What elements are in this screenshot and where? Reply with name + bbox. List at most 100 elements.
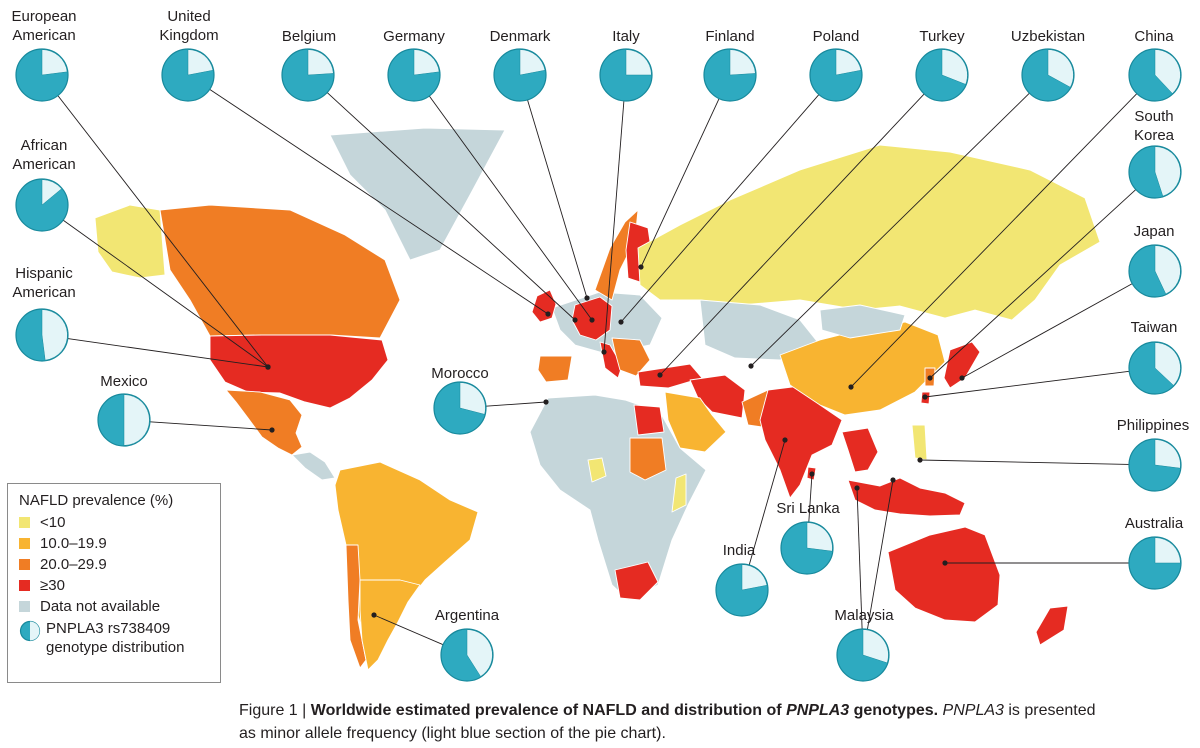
legend-label-ge30: ≥30 bbox=[40, 577, 65, 594]
pie-label-poland: Poland bbox=[813, 28, 860, 45]
leader-dot-uzbekistan bbox=[748, 363, 754, 369]
pie-european-american: European American bbox=[11, 8, 77, 102]
leader-line-south-korea bbox=[929, 189, 1137, 379]
pie-minor-slice-india bbox=[741, 564, 768, 591]
legend-swatch-lt10 bbox=[19, 517, 30, 528]
pie-italy: Italy bbox=[599, 28, 653, 102]
pie-label-line-italy: Italy bbox=[612, 28, 640, 45]
pie-label-line-china: China bbox=[1134, 28, 1174, 45]
pie-minor-slice-turkey bbox=[941, 49, 968, 85]
leader-dot-china bbox=[848, 384, 854, 390]
pie-label-south-korea: South Korea bbox=[1134, 108, 1175, 144]
pie-label-turkey: Turkey bbox=[919, 28, 965, 45]
region-mexico bbox=[225, 389, 303, 456]
pie-label-line-poland: Poland bbox=[813, 28, 860, 45]
pie-minor-slice-south-korea bbox=[1154, 146, 1181, 197]
region-somalia bbox=[671, 473, 687, 513]
leader-dot-germany bbox=[589, 317, 595, 323]
region-greenland bbox=[329, 127, 506, 261]
pie-label-united-kingdom: United Kingdom bbox=[159, 8, 218, 44]
pie-label-line-mexico: Mexico bbox=[100, 373, 148, 390]
pie-label-morocco: Morocco bbox=[431, 365, 489, 382]
leader-dot-japan bbox=[959, 375, 965, 381]
leader-line-germany bbox=[428, 95, 593, 321]
pie-minor-slice-african-american bbox=[41, 179, 62, 206]
caption-line2: as minor allele frequency (light blue se… bbox=[239, 725, 666, 742]
leader-line-malaysia bbox=[856, 487, 863, 630]
pie-label-argentina: Argentina bbox=[435, 607, 500, 624]
legend-label-20-29: 20.0–29.9 bbox=[40, 556, 107, 573]
leader-line-morocco bbox=[485, 401, 547, 407]
pie-sri-lanka: Sri Lanka bbox=[776, 500, 840, 575]
pie-minor-slice-sri-lanka bbox=[806, 522, 833, 552]
pie-label-line-denmark: Denmark bbox=[490, 28, 551, 45]
caption-title-gene: PNPLA3 bbox=[786, 702, 850, 719]
pie-label-line-united-kingdom: United bbox=[167, 8, 210, 25]
pie-denmark: Denmark bbox=[490, 28, 551, 102]
pie-india: India bbox=[715, 542, 769, 617]
pie-label-line-belgium: Belgium bbox=[282, 28, 336, 45]
pie-label-line-japan: Japan bbox=[1134, 223, 1175, 240]
leader-dot-taiwan bbox=[922, 394, 928, 400]
legend-label-na: Data not available bbox=[40, 598, 161, 615]
leader-dot-argentina bbox=[371, 612, 377, 618]
pie-label-line-morocco: Morocco bbox=[431, 365, 489, 382]
pie-label-sri-lanka: Sri Lanka bbox=[776, 500, 840, 517]
pie-label-taiwan: Taiwan bbox=[1131, 319, 1178, 336]
region-central-america bbox=[291, 451, 336, 481]
leader-line-european-american bbox=[57, 95, 269, 368]
pie-label-line-african-american: American bbox=[12, 156, 75, 173]
region-iberia bbox=[537, 355, 573, 383]
legend-swatch-20-29 bbox=[19, 559, 30, 570]
pie-turkey: Turkey bbox=[915, 28, 969, 102]
leader-dot-malaysia bbox=[854, 485, 860, 491]
legend-pie-label-line2: genotype distribution bbox=[46, 639, 185, 656]
legend-label-10-19: 10.0–19.9 bbox=[40, 535, 107, 552]
leader-dot-poland bbox=[618, 319, 624, 325]
figure-caption: Figure 1 | Worldwide estimated prevalenc… bbox=[239, 699, 1189, 745]
leader-line-poland bbox=[620, 94, 820, 323]
pie-label-line-south-korea: Korea bbox=[1134, 127, 1175, 144]
region-south-africa bbox=[614, 561, 659, 601]
pie-label-philippines: Philippines bbox=[1117, 417, 1190, 434]
leader-dot-south-korea bbox=[927, 375, 933, 381]
pie-japan: Japan bbox=[1128, 223, 1182, 298]
pie-label-line-malaysia: Malaysia bbox=[834, 607, 894, 624]
pie-label-line-taiwan: Taiwan bbox=[1131, 319, 1178, 336]
pie-hispanic-american: Hispanic American bbox=[12, 265, 76, 362]
leader-line-united-kingdom bbox=[209, 89, 549, 315]
pie-label-line-argentina: Argentina bbox=[435, 607, 500, 624]
pie-minor-slice-uzbekistan bbox=[1047, 49, 1074, 88]
pie-morocco: Morocco bbox=[431, 365, 489, 435]
pie-minor-slice-denmark bbox=[519, 49, 546, 76]
region-australia bbox=[887, 526, 1001, 623]
leader-line-japan bbox=[961, 283, 1133, 379]
legend-swatch-10-19 bbox=[19, 538, 30, 549]
leader-line-china bbox=[850, 93, 1138, 388]
leader-line-italy bbox=[603, 100, 625, 353]
caption-rest-line1: is presented bbox=[1003, 702, 1096, 719]
leader-line-african-american bbox=[62, 219, 269, 368]
legend-item-20-29: 20.0–29.9 bbox=[19, 554, 220, 575]
pie-label-line-uzbekistan: Uzbekistan bbox=[1011, 28, 1085, 45]
leader-dot-india bbox=[782, 437, 788, 443]
leader-dot-denmark bbox=[584, 295, 590, 301]
pie-label-hispanic-american: Hispanic American bbox=[12, 265, 75, 301]
pie-argentina: Argentina bbox=[435, 607, 500, 682]
legend-item-10-19: 10.0–19.9 bbox=[19, 533, 220, 554]
caption-gene: PNPLA3 bbox=[942, 702, 1004, 719]
leader-line-india bbox=[748, 439, 786, 566]
pie-label-line-hispanic-american: Hispanic bbox=[15, 265, 73, 282]
leader-dot-mexico bbox=[269, 427, 275, 433]
pie-australia: Australia bbox=[1125, 515, 1184, 590]
pie-minor-slice-argentina bbox=[466, 629, 493, 677]
caption-prefix: Figure 1 | bbox=[239, 702, 311, 719]
pie-label-line-south-korea: South bbox=[1134, 108, 1173, 125]
region-sudan bbox=[629, 437, 667, 481]
region-new-zealand bbox=[1035, 605, 1069, 646]
region-argentina bbox=[359, 579, 421, 671]
pie-label-denmark: Denmark bbox=[490, 28, 551, 45]
pie-minor-slice-australia bbox=[1154, 537, 1181, 564]
leader-dot-italy bbox=[601, 349, 607, 355]
pie-minor-slice-italy bbox=[625, 49, 652, 76]
